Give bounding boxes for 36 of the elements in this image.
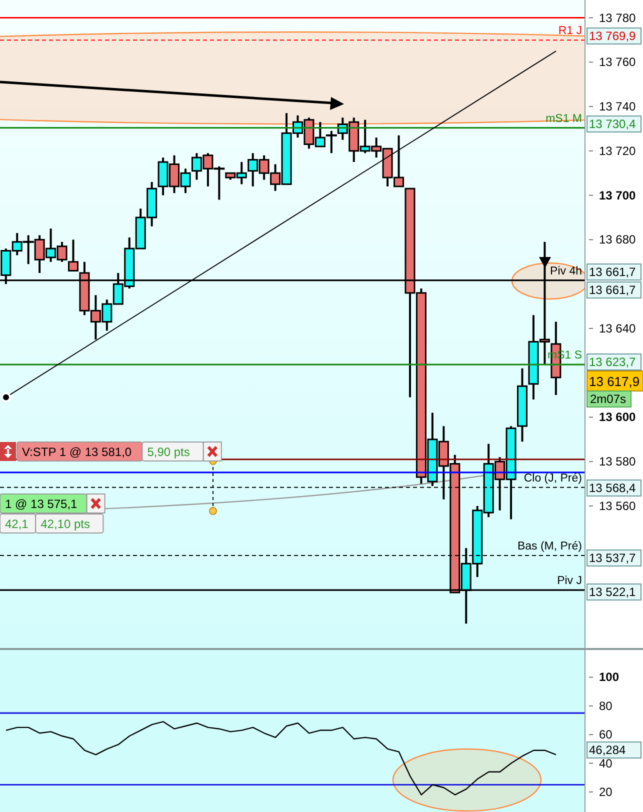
text: 13 537,7 <box>589 551 636 565</box>
ref-line-label: Piv J <box>557 575 582 588</box>
annotation: V:STP 1 @ 13 581,0 <box>22 445 132 459</box>
y-tick-label: 13 700 <box>599 188 636 202</box>
text: 13 617,9 <box>589 374 640 389</box>
ref-line-label: Bas (M, Pré) <box>517 540 582 552</box>
text: 13 769,9 <box>589 29 636 43</box>
annotation: 42,1 <box>5 517 29 531</box>
text: 13 522,1 <box>589 585 636 599</box>
text: 46,284 <box>589 743 626 757</box>
y-tick-label: 13 600 <box>599 410 636 424</box>
y-tick-label: 13 560 <box>599 498 636 513</box>
annotation: 1 @ 13 575,1 <box>5 497 78 511</box>
y-tick-label: 13 580 <box>599 454 636 469</box>
ref-line-label: R1 J <box>558 25 582 38</box>
annotation: 42,10 pts <box>40 517 90 531</box>
annotation: 5,90 pts <box>147 445 190 459</box>
text: 2m07s <box>590 392 626 406</box>
y-tick-label: 13 640 <box>599 321 636 336</box>
y-tick-label: 40 <box>599 756 613 770</box>
y-tick-label: 13 780 <box>599 10 636 25</box>
text: 13 623,7 <box>589 355 636 369</box>
y-tick-label: 13 720 <box>599 144 636 158</box>
y-tick-label: 100 <box>599 670 620 684</box>
ref-line-label: Clo (J, Pré) <box>524 472 582 484</box>
y-tick-label: 60 <box>599 728 613 742</box>
text: 13 661,7 <box>589 265 636 279</box>
y-tick-label: 13 680 <box>599 232 636 247</box>
text: 13 568,4 <box>589 481 636 495</box>
ref-line-label: Piv 4h <box>550 265 582 278</box>
text: 13 730,4 <box>589 117 636 131</box>
y-tick-label: 80 <box>599 698 613 713</box>
y-tick-label: 13 760 <box>599 55 636 70</box>
y-tick-label: 20 <box>599 784 613 799</box>
y-tick-label: 13 740 <box>599 100 636 114</box>
text: 13 661,7 <box>589 283 636 297</box>
